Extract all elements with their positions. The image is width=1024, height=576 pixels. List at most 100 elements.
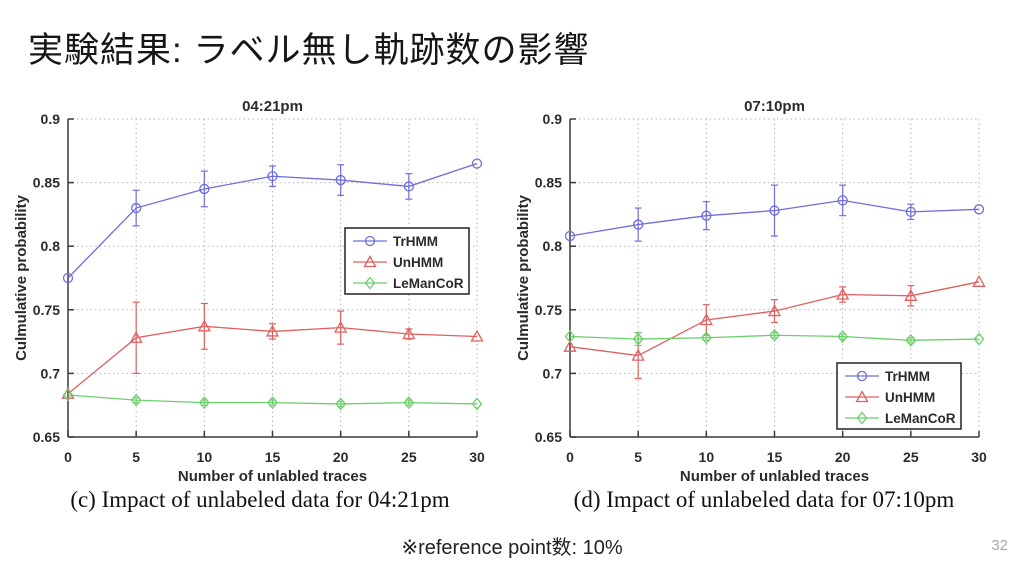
legend-label-trhmm: TrHMM (885, 369, 930, 384)
unhmm-triangle-marker (972, 274, 986, 287)
unhmm-triangle-marker (631, 348, 645, 361)
trhmm-circle-marker (62, 272, 74, 284)
y-tick-label: 0.7 (543, 365, 563, 381)
lemancor-diamond-marker (905, 333, 917, 347)
series-trhmm-errorbars (132, 164, 413, 227)
legend-label-trhmm: TrHMM (393, 234, 438, 249)
y-tick-label: 0.65 (535, 429, 562, 445)
unhmm-triangle-marker (334, 320, 348, 333)
chart-title: 07:10pm (744, 98, 805, 115)
lemancor-diamond-marker (700, 331, 712, 345)
unhmm-triangle-marker (699, 313, 713, 326)
legend: TrHMM UnHMM LeManCoR (344, 227, 470, 295)
caption-c: (c) Impact of unlabeled data for 04:21pm (70, 487, 450, 512)
tick-labels: 0.65 0.7 0.75 0.8 0.85 0.9 0 5 10 15 20 25 30 (33, 111, 485, 465)
series-lemancor (564, 328, 985, 347)
x-tick-label: 5 (132, 449, 140, 465)
x-tick-label: 25 (903, 449, 919, 465)
chart-0710pm: 0.65 0.7 0.75 0.8 0.85 0.9 0 5 10 15 20 25 30 07:10pm… (512, 95, 1012, 485)
lemancor-diamond-marker (403, 396, 415, 410)
trhmm-circle-marker (633, 219, 644, 230)
series-trhmm-markers (62, 158, 483, 284)
x-tick-label: 15 (767, 449, 783, 465)
series-unhmm-line (569, 281, 980, 357)
series-lemancor-markers (62, 388, 483, 411)
lemancor-diamond-marker (335, 397, 347, 411)
trhmm-circle-marker (837, 195, 848, 206)
series-trhmm-line (569, 199, 980, 237)
unhmm-triangle-marker (904, 288, 918, 301)
lemancor-diamond-marker (973, 332, 985, 346)
page-number: 32 (991, 537, 1008, 554)
chart-svg: 0.65 0.7 0.75 0.8 0.85 0.9 0 5 10 15 20 25 30 04:21pm… (13, 98, 485, 485)
unhmm-triangle-marker (767, 304, 782, 317)
series-lemancor-markers (564, 328, 985, 347)
series-unhmm-markers (563, 274, 986, 361)
y-tick-label: 0.85 (33, 175, 60, 191)
series-trhmm (62, 158, 483, 284)
legend: TrHMM UnHMM LeManCoR (836, 362, 962, 430)
y-tick-label: 0.9 (41, 111, 61, 127)
y-tick-label: 0.7 (41, 365, 61, 381)
legend-label-lemancor: LeManCoR (885, 411, 956, 426)
x-tick-label: 5 (634, 449, 642, 465)
unhmm-triangle-marker (402, 327, 416, 340)
y-axis-label: Culmulative probability (515, 194, 532, 361)
series-trhmm-errorbars (634, 184, 915, 242)
y-tick-label: 0.9 (543, 111, 563, 127)
x-tick-label: 30 (469, 449, 485, 465)
axes (569, 118, 980, 438)
chart-title: 04:21pm (242, 98, 303, 115)
y-tick-label: 0.8 (41, 238, 61, 254)
series-lemancor (62, 388, 483, 411)
chart-svg: 0.65 0.7 0.75 0.8 0.85 0.9 0 5 10 15 20 25 30 07:10pm… (515, 98, 987, 485)
lemancor-diamond-marker (837, 329, 849, 344)
legend-diamond-marker (364, 276, 376, 290)
x-axis-label: Number of unlabled traces (178, 468, 367, 485)
trhmm-circle-marker (471, 158, 483, 169)
x-axis-label: Number of unlabled traces (680, 468, 869, 485)
legend-diamond-marker (856, 411, 868, 425)
slide-title: 実験結果: ラベル無し軌跡数の影響 (28, 31, 590, 70)
series-lemancor-line (67, 394, 478, 405)
trhmm-circle-marker (701, 210, 712, 221)
legend-label-unhmm: UnHMM (393, 255, 443, 270)
series-trhmm-markers (564, 195, 985, 242)
unhmm-triangle-marker (129, 330, 143, 343)
lemancor-diamond-marker (130, 393, 142, 407)
series-trhmm-line (67, 162, 478, 279)
series-lemancor-line (569, 334, 980, 341)
x-tick-label: 25 (401, 449, 417, 465)
lemancor-diamond-marker (198, 396, 210, 410)
trhmm-circle-marker (267, 171, 278, 182)
unhmm-triangle-marker (563, 339, 577, 352)
unhmm-triangle-marker (197, 319, 211, 332)
caption-d: (d) Impact of unlabeled data for 07:10pm (573, 487, 955, 512)
lemancor-diamond-marker (267, 396, 278, 410)
trhmm-circle-marker (199, 183, 210, 195)
x-tick-label: 30 (971, 449, 987, 465)
x-tick-label: 0 (566, 449, 574, 465)
unhmm-triangle-marker (470, 329, 484, 342)
x-tick-label: 15 (265, 449, 281, 465)
legend-circle-marker (364, 235, 376, 247)
trhmm-circle-marker (905, 206, 916, 218)
y-tick-label: 0.75 (535, 302, 562, 318)
trhmm-circle-marker (403, 181, 414, 192)
legend-label-lemancor: LeManCoR (393, 276, 464, 291)
y-tick-label: 0.75 (33, 302, 60, 318)
series-unhmm (61, 301, 484, 399)
lemancor-diamond-marker (62, 388, 74, 402)
reference-note: ※reference point数: 10% (401, 537, 623, 559)
series-unhmm-line (67, 325, 478, 395)
legend-circle-marker (856, 370, 868, 382)
tick-labels: 0.65 0.7 0.75 0.8 0.85 0.9 0 5 10 15 20 25 30 (535, 111, 987, 465)
x-tick-label: 20 (333, 449, 349, 465)
x-tick-label: 10 (699, 449, 715, 465)
trhmm-circle-marker (131, 202, 142, 214)
unhmm-triangle-marker (836, 287, 850, 300)
x-tick-label: 10 (197, 449, 213, 465)
legend-triangle-marker (363, 255, 377, 268)
lemancor-diamond-marker (471, 397, 483, 411)
